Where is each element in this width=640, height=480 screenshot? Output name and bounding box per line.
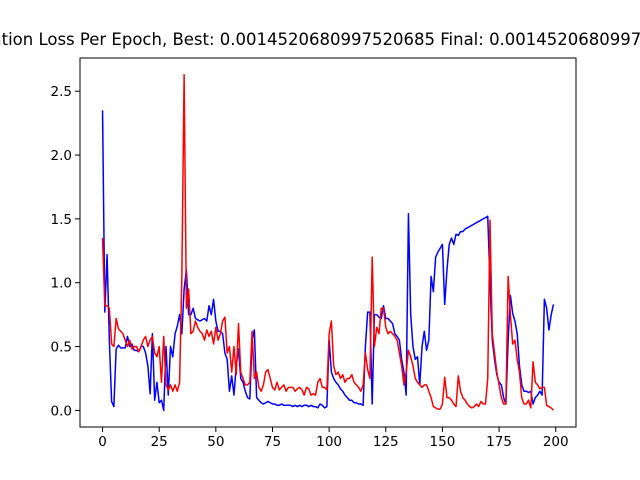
y-tick-label: 2.5: [51, 84, 72, 100]
x-tick-label: 0: [98, 434, 107, 450]
loss-line: [101, 73, 554, 411]
y-tick-label: 2.0: [51, 148, 72, 164]
x-tick-label: 100: [316, 434, 342, 450]
y-tick-label: 1.5: [51, 212, 72, 228]
x-tick-label: 125: [373, 434, 399, 450]
x-tick-label: 175: [486, 434, 512, 450]
x-tick-label: 25: [151, 434, 168, 450]
y-tick-label: 0.0: [51, 403, 72, 419]
x-tick-label: 50: [207, 434, 224, 450]
x-tick-label: 200: [543, 434, 569, 450]
axes-frame: [79, 57, 577, 428]
x-tick-label: 75: [264, 434, 281, 450]
x-tick-label: 150: [430, 434, 456, 450]
y-tick-label: 1.0: [51, 276, 72, 292]
chart-title: Validation Loss Per Epoch, Best: 0.00145…: [0, 30, 640, 49]
y-tick-label: 0.5: [51, 340, 72, 356]
